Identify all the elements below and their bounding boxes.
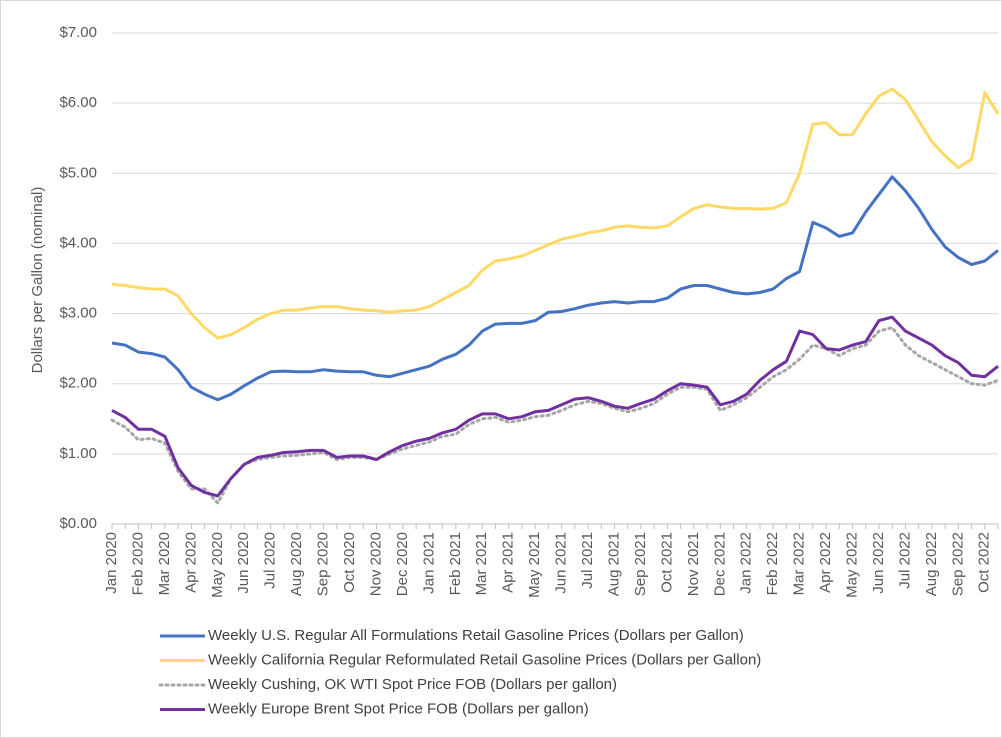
y-tick-label: $5.00 xyxy=(59,164,97,181)
x-tick-label: May 2022 xyxy=(844,532,861,598)
x-tick-label: Sep 2022 xyxy=(949,532,966,596)
y-axis-label: Dollars per Gallon (nominal) xyxy=(29,187,46,374)
x-tick-label: Jan 2022 xyxy=(738,532,755,594)
x-tick-label: Jul 2022 xyxy=(896,532,913,589)
x-tick-label: Jun 2020 xyxy=(235,532,252,594)
series-line xyxy=(111,175,999,402)
legend-label: Weekly California Regular Reformulated R… xyxy=(208,651,761,668)
x-tick-label: Apr 2022 xyxy=(817,532,834,593)
x-tick-label: Sep 2020 xyxy=(315,532,332,596)
y-tick-label: $1.00 xyxy=(59,445,97,462)
y-tick-label: $0.00 xyxy=(59,515,97,532)
x-tick-label: May 2020 xyxy=(209,532,226,598)
x-tick-label: Apr 2020 xyxy=(182,532,199,593)
x-tick-label: Dec 2021 xyxy=(711,532,728,596)
x-tick-label: Jan 2021 xyxy=(420,532,437,594)
x-tick-label: Nov 2020 xyxy=(367,532,384,596)
y-tick-label: $4.00 xyxy=(59,234,97,251)
y-tick-label: $7.00 xyxy=(59,24,97,41)
series-line xyxy=(111,87,1000,340)
x-tick-label: Aug 2020 xyxy=(288,532,305,596)
x-tick-label: Aug 2021 xyxy=(605,532,622,596)
x-tick-label: Mar 2022 xyxy=(791,532,808,595)
x-tick-label: Feb 2021 xyxy=(447,532,464,595)
x-tick-label: Jul 2021 xyxy=(579,532,596,589)
x-tick-label: Oct 2022 xyxy=(976,532,993,593)
series-line xyxy=(110,326,1000,505)
legend: Weekly U.S. Regular All Formulations Ret… xyxy=(158,627,761,717)
x-tick-label: Jan 2020 xyxy=(103,532,120,594)
x-tick-label: Feb 2020 xyxy=(129,532,146,595)
x-tick-label: Mar 2021 xyxy=(473,532,490,595)
x-tick-label: Jun 2021 xyxy=(553,532,570,594)
x-tick-label: Oct 2020 xyxy=(341,532,358,593)
x-tick-label: Mar 2020 xyxy=(156,532,173,595)
x-tick-label: Aug 2022 xyxy=(923,532,940,596)
x-tick-label: Oct 2021 xyxy=(658,532,675,593)
x-tick-label: Dec 2020 xyxy=(394,532,411,596)
x-tick-label: Sep 2021 xyxy=(632,532,649,596)
y-tick-label: $2.00 xyxy=(59,375,97,392)
x-tick-label: Apr 2021 xyxy=(500,532,517,593)
x-tick-label: Jul 2020 xyxy=(262,532,279,589)
y-tick-label: $3.00 xyxy=(59,305,97,322)
legend-label: Weekly U.S. Regular All Formulations Ret… xyxy=(208,627,744,644)
y-tick-label: $6.00 xyxy=(59,94,97,111)
x-tick-label: May 2021 xyxy=(526,532,543,598)
x-tick-label: Nov 2021 xyxy=(685,532,702,596)
series-line xyxy=(111,315,999,498)
x-tick-label: Jun 2022 xyxy=(870,532,887,594)
legend-label: Weekly Cushing, OK WTI Spot Price FOB (D… xyxy=(208,676,617,693)
legend-label: Weekly Europe Brent Spot Price FOB (Doll… xyxy=(208,700,589,717)
x-tick-label: Feb 2022 xyxy=(764,532,781,595)
